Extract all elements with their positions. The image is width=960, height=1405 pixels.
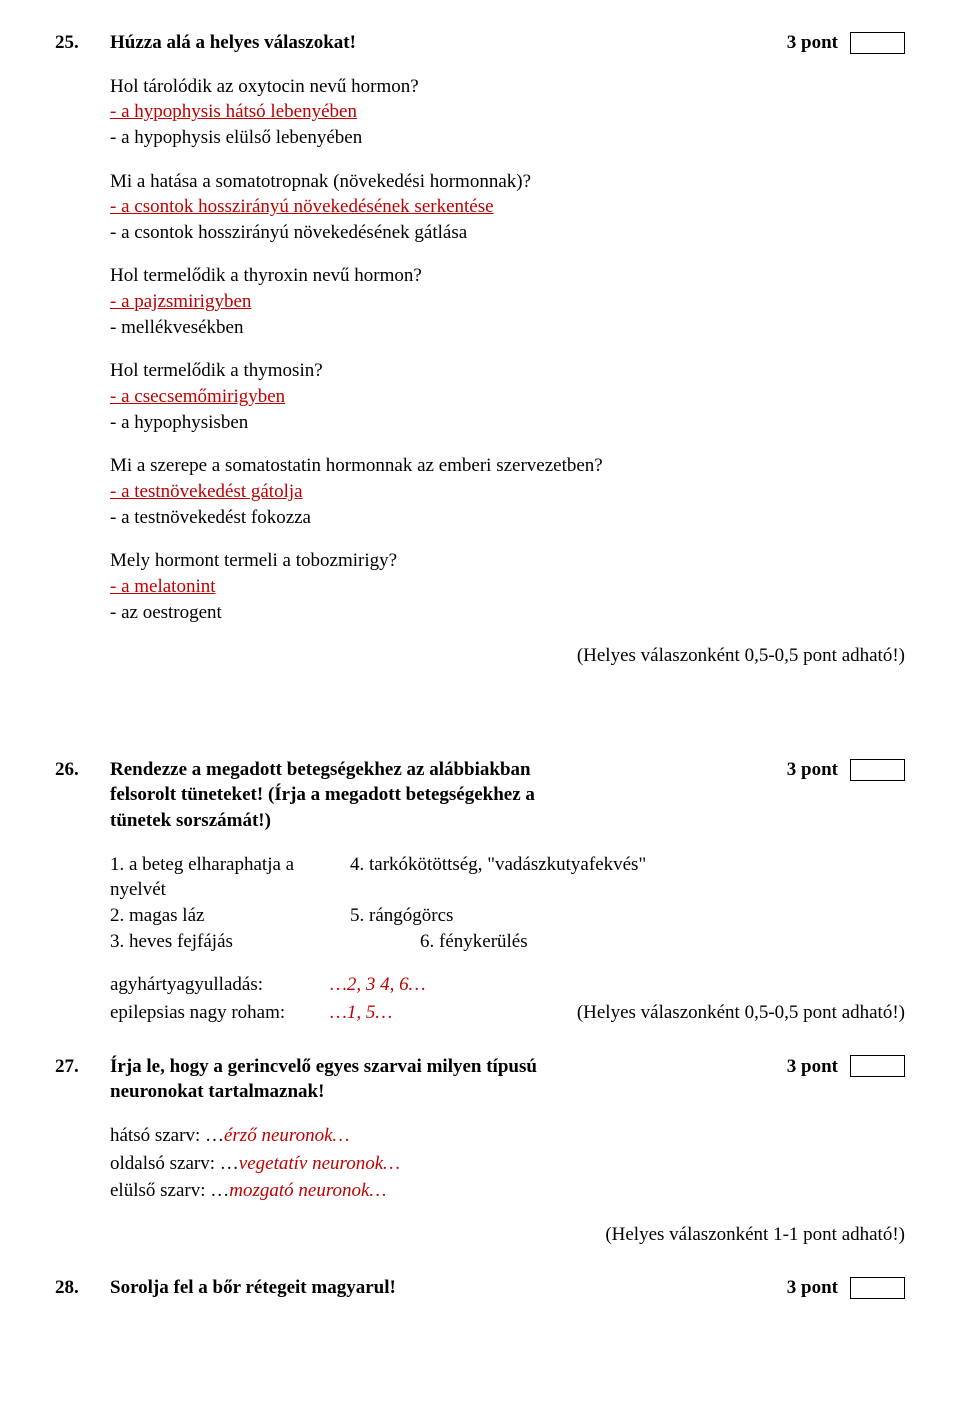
disease-row: agyhártyagyulladás: …2, 3 4, 6…: [110, 972, 905, 998]
question-title: Rendezze a megadott betegségekhez az alá…: [110, 757, 787, 834]
answer-option-correct: - a pajzsmirigyben: [110, 289, 905, 315]
disease-label: agyhártyagyulladás:: [110, 972, 330, 998]
points-label: 3 pont: [787, 1054, 838, 1080]
points-box[interactable]: [850, 759, 905, 781]
disease-label: epilepsias nagy roham:: [110, 1000, 330, 1026]
symptom-item: 2. magas láz: [110, 903, 350, 929]
prompt-text: Hol tárolódik az oxytocin nevű hormon?: [110, 74, 905, 100]
symptom-list: 1. a beteg elharaphatja a nyelvét 4. tar…: [110, 852, 905, 955]
horn-label: hátsó szarv: …: [110, 1125, 224, 1146]
disease-answer: …2, 3 4, 6…: [330, 972, 460, 998]
question-number: 26.: [55, 757, 110, 783]
symptom-item: 1. a beteg elharaphatja a nyelvét: [110, 852, 350, 903]
scoring-note: (Helyes válaszonként 0,5-0,5 pont adható…: [460, 1000, 905, 1026]
scoring-note: (Helyes válaszonként 1-1 pont adható!): [110, 1222, 905, 1248]
prompt-text: Mi a hatása a somatotropnak (növekedési …: [110, 169, 905, 195]
question-body: hátsó szarv: …érző neuronok… oldalsó sza…: [110, 1123, 905, 1248]
points-wrap: 3 pont: [787, 757, 905, 783]
question-title: Húzza alá a helyes válaszokat!: [110, 30, 787, 56]
answer-option-correct: - a melatonint: [110, 574, 905, 600]
answer-option: - a hypophysis elülső lebenyében: [110, 125, 905, 151]
points-label: 3 pont: [787, 757, 838, 783]
symptom-row: 2. magas láz 5. rángógörcs: [110, 903, 905, 929]
points-box[interactable]: [850, 1055, 905, 1077]
sub-question: Hol termelődik a thymosin? - a csecsemőm…: [110, 358, 905, 435]
horn-row: hátsó szarv: …érző neuronok…: [110, 1123, 905, 1149]
answer-option: - a testnövekedést fokozza: [110, 505, 905, 531]
title-line: felsorolt tüneteket! (Írja a megadott be…: [110, 782, 787, 808]
sub-question: Hol tárolódik az oxytocin nevű hormon? -…: [110, 74, 905, 151]
points-wrap: 3 pont: [787, 1054, 905, 1080]
points-label: 3 pont: [787, 1275, 838, 1301]
title-line: neuronokat tartalmaznak!: [110, 1079, 787, 1105]
sub-question: Mely hormont termeli a tobozmirigy? - a …: [110, 548, 905, 625]
points-box[interactable]: [850, 32, 905, 54]
horn-answer: érző neuronok…: [224, 1125, 349, 1146]
points-label: 3 pont: [787, 30, 838, 56]
points-box[interactable]: [850, 1277, 905, 1299]
question-number: 27.: [55, 1054, 110, 1080]
title-line: Rendezze a megadott betegségekhez az alá…: [110, 757, 787, 783]
symptom-row: 3. heves fejfájás 6. fénykerülés: [110, 929, 905, 955]
answer-option-correct: - a csontok hosszirányú növekedésének se…: [110, 194, 905, 220]
horn-label: oldalsó szarv: …: [110, 1153, 239, 1174]
title-line: tünetek sorszámát!): [110, 808, 787, 834]
symptom-row: 1. a beteg elharaphatja a nyelvét 4. tar…: [110, 852, 905, 903]
question-title: Írja le, hogy a gerincvelő egyes szarvai…: [110, 1054, 787, 1105]
answer-option: - a csontok hosszirányú növekedésének gá…: [110, 220, 905, 246]
horn-answer: vegetatív neuronok…: [239, 1153, 400, 1174]
question-26: 26. Rendezze a megadott betegségekhez az…: [55, 757, 905, 1026]
answer-option-correct: - a testnövekedést gátolja: [110, 479, 905, 505]
sub-question: Mi a szerepe a somatostatin hormonnak az…: [110, 453, 905, 530]
horn-row: oldalsó szarv: …vegetatív neuronok…: [110, 1151, 905, 1177]
question-body: 1. a beteg elharaphatja a nyelvét 4. tar…: [110, 852, 905, 1026]
question-27: 27. Írja le, hogy a gerincvelő egyes sza…: [55, 1054, 905, 1248]
points-wrap: 3 pont: [787, 30, 905, 56]
question-header: 27. Írja le, hogy a gerincvelő egyes sza…: [55, 1054, 905, 1105]
question-header: 28. Sorolja fel a bőr rétegeit magyarul!…: [55, 1275, 905, 1301]
sub-question: Mi a hatása a somatotropnak (növekedési …: [110, 169, 905, 246]
answer-option-correct: - a hypophysis hátsó lebenyében: [110, 99, 905, 125]
question-header: 25. Húzza alá a helyes válaszokat! 3 pon…: [55, 30, 905, 56]
answer-option-correct: - a csecsemőmirigyben: [110, 384, 905, 410]
question-body: Hol tárolódik az oxytocin nevű hormon? -…: [110, 74, 905, 669]
sub-question: Hol termelődik a thyroxin nevű hormon? -…: [110, 263, 905, 340]
scoring-note: (Helyes válaszonként 0,5-0,5 pont adható…: [110, 643, 905, 669]
symptom-item: 3. heves fejfájás: [110, 929, 350, 955]
prompt-text: Hol termelődik a thymosin?: [110, 358, 905, 384]
symptom-item: 4. tarkókötöttség, "vadászkutyafekvés": [350, 852, 646, 903]
question-25: 25. Húzza alá a helyes válaszokat! 3 pon…: [55, 30, 905, 669]
question-28: 28. Sorolja fel a bőr rétegeit magyarul!…: [55, 1275, 905, 1301]
title-line: Írja le, hogy a gerincvelő egyes szarvai…: [110, 1054, 787, 1080]
question-number: 25.: [55, 30, 110, 56]
symptom-item: 6. fénykerülés: [350, 929, 528, 955]
prompt-text: Hol termelődik a thyroxin nevű hormon?: [110, 263, 905, 289]
points-wrap: 3 pont: [787, 1275, 905, 1301]
disease-answer: …1, 5…: [330, 1000, 460, 1026]
prompt-text: Mi a szerepe a somatostatin hormonnak az…: [110, 453, 905, 479]
disease-row: epilepsias nagy roham: …1, 5… (Helyes vá…: [110, 1000, 905, 1026]
prompt-text: Mely hormont termeli a tobozmirigy?: [110, 548, 905, 574]
question-number: 28.: [55, 1275, 110, 1301]
horn-label: elülső szarv: …: [110, 1180, 229, 1201]
answer-option: - az oestrogent: [110, 600, 905, 626]
horn-row: elülső szarv: …mozgató neuronok…: [110, 1178, 905, 1204]
answer-option: - mellékvesékben: [110, 315, 905, 341]
horn-answer: mozgató neuronok…: [229, 1180, 386, 1201]
question-title: Sorolja fel a bőr rétegeit magyarul!: [110, 1275, 787, 1301]
symptom-item: 5. rángógörcs: [350, 903, 453, 929]
question-header: 26. Rendezze a megadott betegségekhez az…: [55, 757, 905, 834]
answer-option: - a hypophysisben: [110, 410, 905, 436]
